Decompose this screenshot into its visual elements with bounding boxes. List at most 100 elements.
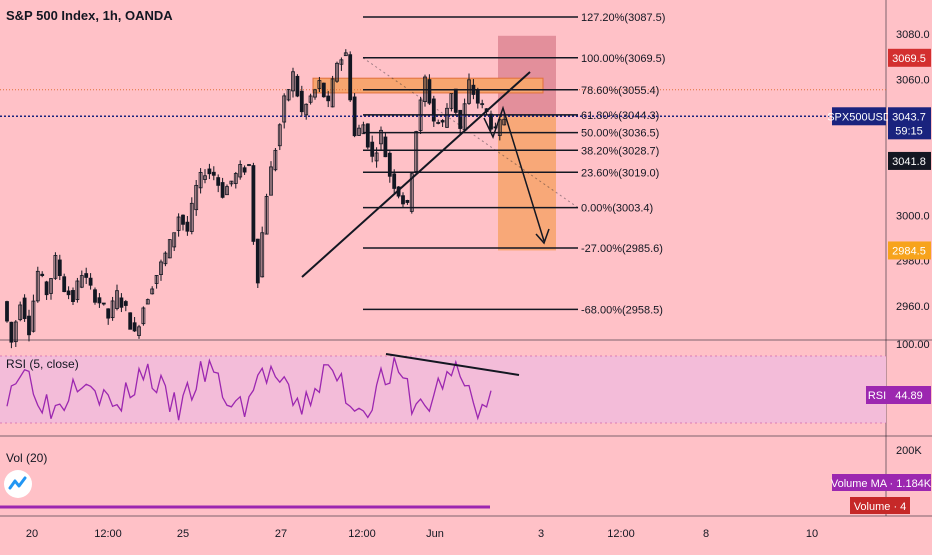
candle-body <box>383 136 388 158</box>
candle-body <box>18 304 23 321</box>
fibonacci-retracement[interactable]: 127.20%(3087.5) 100.00%(3069.5) 78.60%(305… <box>362 12 665 316</box>
candle-body <box>49 278 53 294</box>
candle-body <box>31 300 36 332</box>
candle-body <box>57 259 62 277</box>
price-tags: 3069.5 SPX500USD 3043.7 59:15 3041.8 2984.5 RS… <box>827 48 932 514</box>
candle-body <box>225 186 229 196</box>
candle-body <box>247 164 251 166</box>
candle-body <box>291 71 295 92</box>
time-axis-label: 25 <box>177 528 189 540</box>
candle-body <box>361 124 366 135</box>
candle-body <box>308 95 313 103</box>
volume-ma-tag-bg <box>832 474 931 491</box>
candle-body <box>273 149 278 171</box>
candle-body <box>141 307 146 325</box>
candle-body <box>229 180 234 185</box>
time-axis[interactable]: 20 12:00 25 27 12:00 Jun 3 12:00 8 10 <box>26 528 818 540</box>
candle-body <box>198 172 203 189</box>
fib-level-label: 23.60%(3019.0) <box>581 167 659 179</box>
candle-body <box>401 195 405 205</box>
symbol-tag-bg <box>832 107 886 126</box>
candle-body <box>66 290 71 296</box>
candle-body <box>467 79 471 104</box>
candle-body <box>150 288 155 295</box>
volume-axis-label: 200K <box>896 445 922 457</box>
candle-body <box>480 103 485 106</box>
candle-body <box>62 276 67 293</box>
candle-body <box>9 321 14 343</box>
candle-body <box>27 315 31 336</box>
price-tag: 3041.8 <box>892 156 926 168</box>
candle-body <box>449 93 454 109</box>
candle-body <box>128 312 133 330</box>
fib-level-label: 50.00%(3036.5) <box>581 128 659 140</box>
price-axis-tick: 2960.0 <box>896 301 930 313</box>
volume-title: Vol (20) <box>6 451 47 465</box>
candle-body <box>260 232 265 278</box>
candle-body <box>110 300 115 319</box>
candle-body <box>154 275 159 284</box>
rsi-divergence-line <box>385 353 520 376</box>
candle-body <box>207 168 212 175</box>
tradingview-logo[interactable] <box>4 470 32 498</box>
candles-layer <box>5 49 507 349</box>
candle-body <box>370 141 375 157</box>
candle-body <box>132 322 137 332</box>
candle-body <box>216 177 221 186</box>
candle-body <box>317 80 322 89</box>
candle-body <box>163 252 168 265</box>
candle-body <box>53 255 58 279</box>
chart-title: S&P 500 Index, 1h, OANDA <box>6 8 173 23</box>
candle-body <box>194 184 199 211</box>
candle-body <box>40 273 45 276</box>
volume-tag-bg <box>850 497 910 514</box>
candle-body <box>471 84 476 95</box>
candle-body <box>489 113 493 130</box>
fib-level-label: 78.60%(3055.4) <box>581 85 659 97</box>
candle-body <box>97 297 102 304</box>
price-tag-bg <box>888 151 931 170</box>
drawings-layer <box>0 71 886 278</box>
candle-body <box>440 120 445 123</box>
main-pane-bg <box>0 0 886 340</box>
candle-body <box>427 79 432 104</box>
candle-body <box>5 301 9 322</box>
time-axis-label: 12:00 <box>94 528 122 540</box>
candle-body <box>123 301 128 306</box>
rsi-line <box>6 357 492 421</box>
candle-body <box>238 164 243 178</box>
candle-body <box>418 99 423 131</box>
volume-tag: Volume · 4 <box>854 501 907 513</box>
candle-body <box>387 152 392 177</box>
symbol-tag: SPX500USD <box>827 111 891 123</box>
fib-level-label: -27.00%(2985.6) <box>581 243 663 255</box>
time-axis-label: Jun <box>426 528 444 540</box>
candle-body <box>35 270 40 302</box>
price-tag: 3069.5 <box>892 53 926 65</box>
candle-body <box>264 196 269 235</box>
candle-body <box>71 290 75 302</box>
candle-body <box>299 90 304 113</box>
candle-body <box>181 214 185 225</box>
candle-body <box>189 202 194 232</box>
rsi-title: RSI (5, close) <box>6 357 79 371</box>
candle-body <box>313 89 317 98</box>
candle-body <box>277 124 282 147</box>
candle-body <box>172 232 177 248</box>
time-axis-label: 12:00 <box>348 528 376 540</box>
candle-body <box>405 200 410 203</box>
candle-body <box>379 129 383 145</box>
candle-body <box>145 299 150 305</box>
time-axis-label: 27 <box>275 528 287 540</box>
candle-body <box>119 297 124 308</box>
candle-body <box>365 123 370 148</box>
fib-level-label: 127.20%(3087.5) <box>581 12 665 24</box>
candle-body <box>304 103 309 116</box>
candle-body <box>13 321 18 343</box>
candle-body <box>159 261 163 275</box>
time-axis-label: 10 <box>806 528 818 540</box>
candle-body <box>409 173 414 212</box>
candle-body <box>286 89 291 101</box>
